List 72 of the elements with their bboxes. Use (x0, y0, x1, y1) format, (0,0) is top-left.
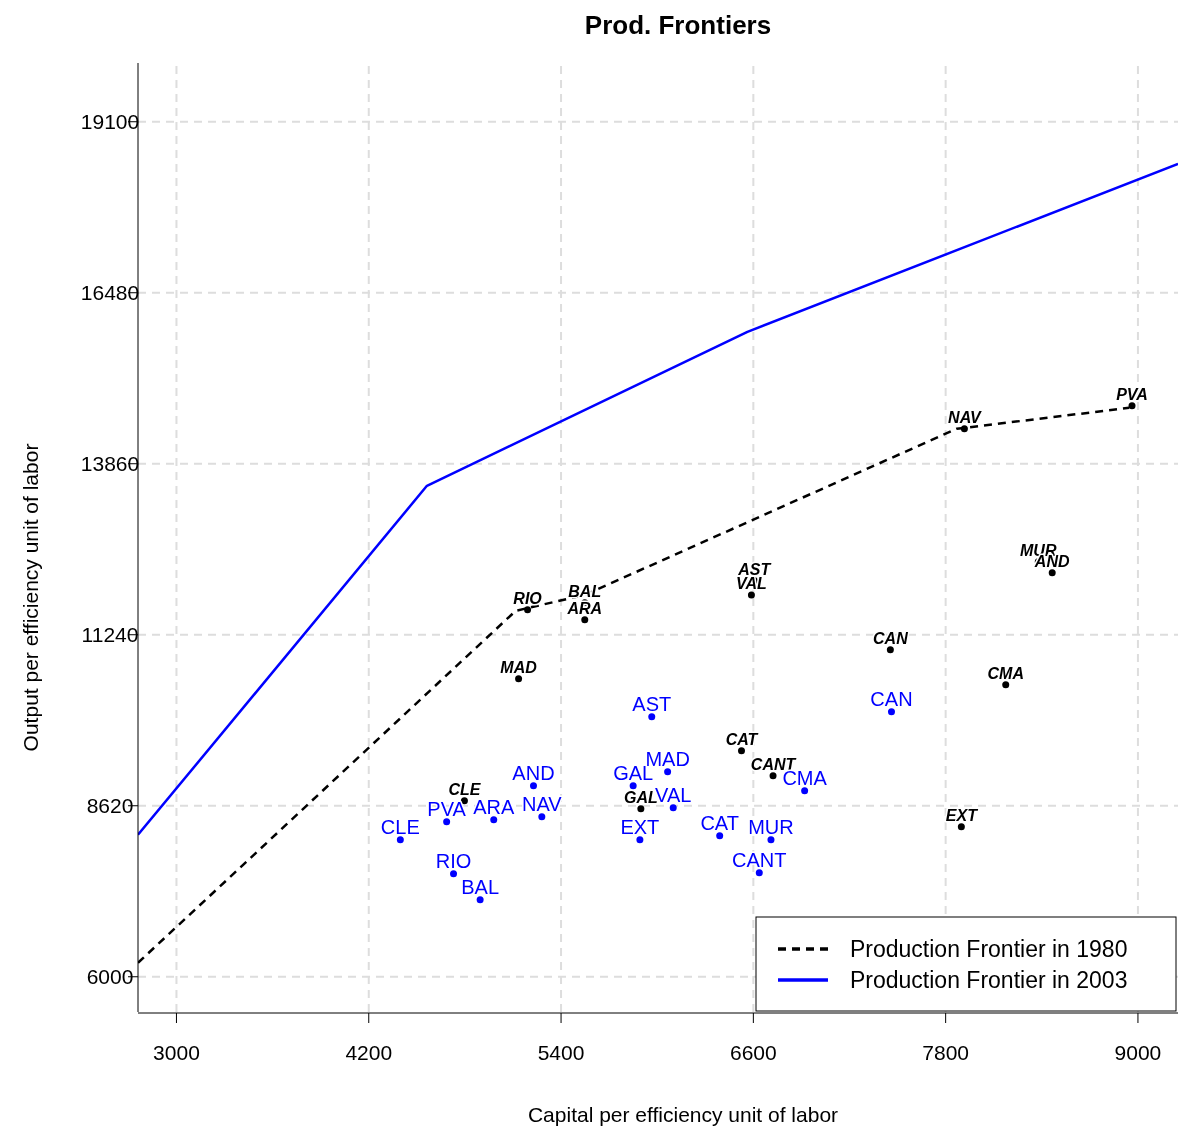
point (664, 768, 672, 776)
point (629, 782, 637, 790)
data-label: CLE (448, 780, 482, 798)
data-label: ARA (566, 599, 603, 617)
data-label: CMA (987, 664, 1024, 682)
point (648, 713, 656, 721)
point (538, 813, 546, 821)
y-tick-label: 19100 (80, 110, 140, 134)
point (529, 782, 537, 790)
data-label: AND (512, 761, 555, 784)
x-tick-label: 3000 (153, 1041, 200, 1064)
point (396, 836, 404, 844)
point (801, 787, 809, 795)
point (443, 818, 451, 826)
y-tick-label: 6000 (86, 965, 134, 989)
x-tick-label: 5400 (537, 1041, 585, 1064)
data-label: CLE (380, 815, 420, 838)
point (637, 805, 645, 813)
point (769, 772, 777, 780)
x-tick-label: 7800 (922, 1041, 969, 1064)
data-label: BAL (461, 875, 500, 898)
data-label: CAN (873, 629, 909, 647)
data-label: BAL (568, 582, 602, 600)
data-label: CAT (700, 811, 739, 834)
line-series (138, 162, 1178, 837)
data-label: AST (632, 692, 672, 715)
point (476, 896, 484, 904)
data-label: ARA (473, 795, 515, 818)
legend-label: Production Frontier in 2003 (850, 967, 1128, 994)
point (886, 646, 894, 654)
data-label: MAD (500, 658, 538, 676)
y-tick-label: 11240 (81, 623, 139, 647)
point (960, 425, 968, 433)
point (669, 804, 677, 812)
y-tick-label: 13860 (80, 452, 140, 476)
data-label: CAN (870, 687, 913, 710)
data-label: CAT (725, 730, 759, 748)
data-label: EXT (620, 815, 660, 838)
point (957, 823, 965, 831)
x-axis-title: Capital per efficiency unit of labor (527, 1103, 839, 1126)
point (716, 832, 724, 840)
point (524, 606, 532, 614)
data-label: CANT (732, 848, 787, 871)
data-label: RIO (435, 849, 472, 872)
data-label: RIO (513, 589, 543, 607)
point (1048, 569, 1056, 577)
data-label: PVA (427, 797, 467, 820)
point (747, 591, 755, 599)
data-label: NAV (522, 792, 563, 815)
point (1128, 402, 1136, 410)
point (755, 869, 763, 877)
point (887, 708, 895, 716)
point (450, 870, 458, 878)
data-label: EXT (945, 806, 979, 824)
x-tick-label: 6600 (729, 1041, 777, 1064)
x-tick-label: 4200 (345, 1041, 393, 1064)
point (737, 747, 745, 755)
point (767, 836, 775, 844)
point (581, 616, 589, 624)
data-label: NAV (948, 408, 983, 426)
point (515, 675, 523, 683)
legend-label: Production Frontier in 1980 (850, 936, 1128, 963)
y-axis-title: Output per efficiency unit of labor (19, 443, 42, 752)
point (636, 836, 644, 844)
x-tick-label: 9000 (1114, 1041, 1162, 1064)
y-tick-label: 8620 (86, 794, 134, 818)
point (490, 816, 498, 824)
y-tick-label: 16480 (80, 281, 140, 305)
point (1002, 681, 1010, 689)
data-label: PVA (1116, 385, 1148, 403)
chart-title: Prod. Frontiers (584, 10, 772, 40)
data-label: MUR (748, 815, 794, 838)
